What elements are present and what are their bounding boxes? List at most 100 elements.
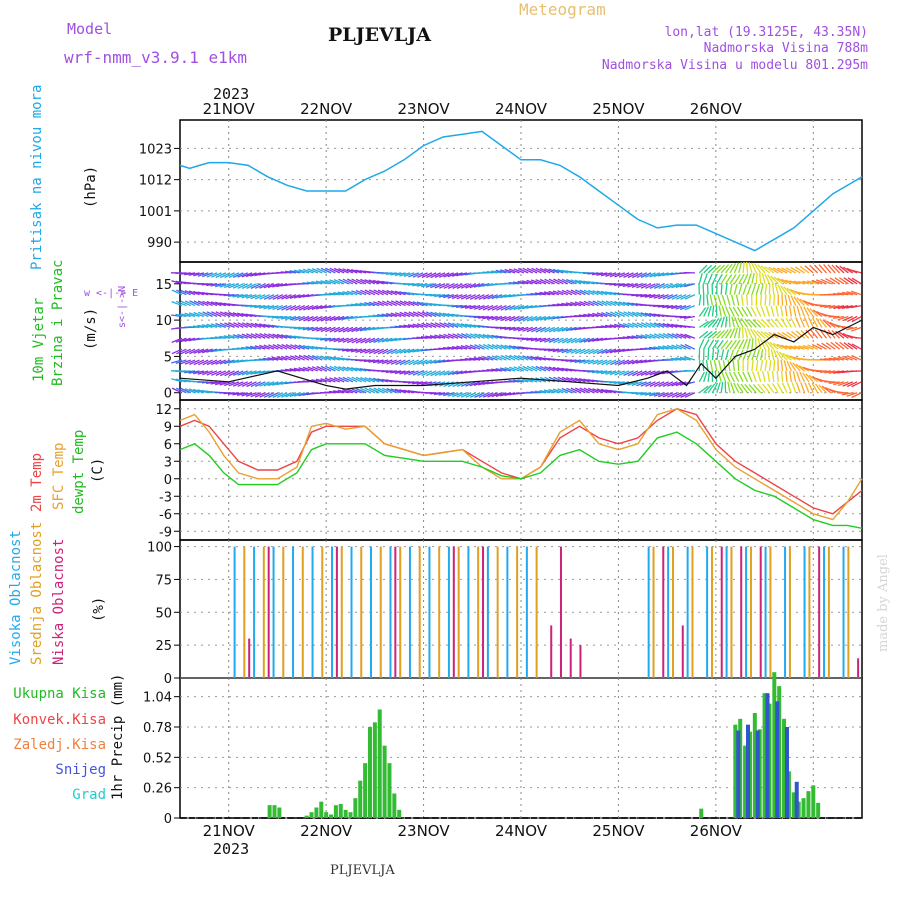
x-day-label-top: 23NOV [398, 100, 451, 118]
wind-arrow [653, 381, 665, 388]
wind-arrow [342, 278, 354, 285]
wind-arrow [517, 304, 529, 310]
wind-arrow [521, 378, 533, 383]
wind-arrow [429, 334, 441, 339]
wind-arrow [390, 359, 402, 365]
wind-arrow [276, 333, 288, 339]
wind-arrow [753, 329, 762, 339]
wind-arrow [618, 311, 630, 318]
wind-arrow [289, 355, 301, 361]
wind-arrow [640, 272, 652, 278]
wind-arrow [342, 348, 354, 352]
wind-arrow [623, 359, 634, 365]
wind-arrow [738, 262, 743, 274]
wind-arrow [293, 326, 305, 330]
wind-arrow [570, 377, 582, 383]
wind-arrow [246, 381, 257, 388]
wind-speed-line [179, 319, 863, 390]
wind-arrow [614, 311, 626, 318]
wind-arrow [447, 283, 459, 289]
wind-arrow [548, 278, 560, 285]
wind-arrow [211, 272, 222, 278]
wind-arrow [176, 387, 187, 394]
wind-arrow [416, 381, 428, 385]
wind-arrow [289, 392, 301, 398]
wind-arrow [570, 348, 582, 354]
wind-arrow [245, 392, 257, 397]
wind-arrow [517, 267, 529, 274]
wind-arrow [828, 370, 840, 374]
wind-arrow [662, 333, 674, 339]
y-tick-label: 990 [147, 236, 172, 251]
cloud-bar [667, 546, 670, 678]
wind-arrow [846, 392, 858, 397]
wind-arrow [544, 268, 555, 274]
wind-arrow [412, 359, 424, 366]
wind-arrow [509, 304, 520, 311]
wind-arrow [811, 279, 823, 285]
wind-arrow [512, 281, 525, 285]
wind-arrow [566, 387, 577, 394]
wind-arrow [667, 333, 678, 339]
wind-arrow [728, 316, 731, 328]
wind-arrow [456, 392, 468, 398]
wind-arrow [329, 267, 341, 274]
wind-arrow [842, 315, 853, 322]
wind-arrow [565, 348, 577, 354]
wind-arrow [355, 278, 367, 285]
wind-arrow [649, 392, 661, 397]
wind-arrow [810, 329, 819, 339]
precip-bar [343, 809, 348, 818]
wind-arrow [742, 338, 748, 350]
cloud-bar [823, 546, 826, 678]
wind-arrow [324, 391, 336, 394]
wind-arrow [535, 365, 547, 372]
wind-arrow [504, 304, 516, 311]
wind-arrow [486, 334, 498, 339]
precip-bar [736, 730, 741, 818]
wind-arrow [587, 359, 599, 365]
wind-arrow [769, 341, 779, 350]
wind-arrow [771, 283, 775, 295]
wind-arrow [307, 345, 319, 350]
wind-arrow [447, 272, 459, 278]
wind-arrow [760, 305, 766, 317]
wind-arrow [776, 382, 784, 394]
wind-arrow [443, 333, 455, 339]
wind-arrow [658, 392, 669, 398]
precip-bar [314, 807, 319, 818]
wind-arrow [539, 337, 551, 343]
wind-arrow [566, 289, 577, 296]
wind-arrow [355, 303, 367, 307]
wind-arrow [724, 371, 731, 383]
wind-arrow [752, 384, 762, 394]
wind-arrow [775, 305, 779, 317]
wind-arrow [751, 349, 757, 361]
wind-arrow [443, 392, 454, 397]
wind-arrow [721, 294, 727, 306]
y-tick-label: 0 [164, 672, 172, 687]
wind-arrow [189, 300, 200, 307]
wind-arrow [745, 261, 749, 273]
wind-arrow [522, 365, 533, 372]
wind-arrow [548, 388, 560, 394]
wind-arrow [671, 392, 683, 398]
wind-arrow [241, 272, 253, 278]
wind-arrow [711, 318, 720, 328]
wind-arrow [795, 330, 805, 339]
wind-arrow [645, 381, 656, 387]
wind-arrow [452, 322, 463, 328]
wind-arrow [790, 295, 797, 306]
wind-arrow [539, 365, 551, 372]
wind-arrow [263, 304, 275, 310]
y-tick-label: 12 [155, 403, 172, 418]
cloud-bar [253, 546, 256, 678]
wind-arrow [764, 273, 771, 285]
wind-arrow [219, 359, 231, 365]
wind-arrow [614, 370, 626, 376]
wind-arrow [325, 267, 336, 274]
wind-arrow [795, 317, 801, 328]
wind-arrow [583, 359, 595, 365]
wind-arrow [254, 322, 266, 328]
coords-label: lon,lat (19.3125E, 43.35N) [664, 25, 869, 40]
